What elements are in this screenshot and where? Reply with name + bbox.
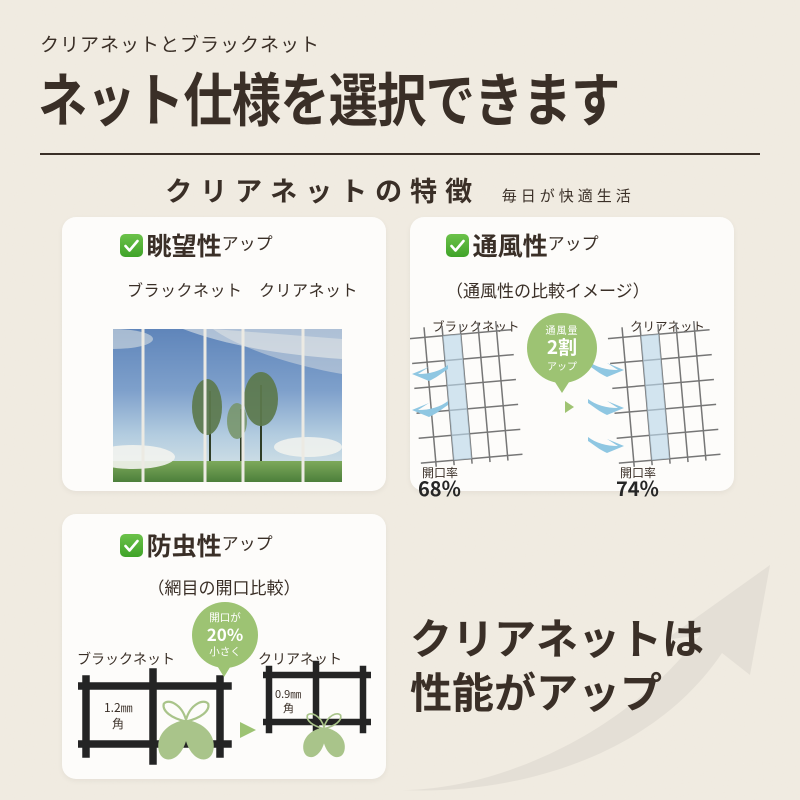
- svg-text:角: 角: [112, 715, 124, 732]
- svg-text:1.2㎜: 1.2㎜: [104, 699, 133, 716]
- svg-text:角: 角: [283, 700, 294, 716]
